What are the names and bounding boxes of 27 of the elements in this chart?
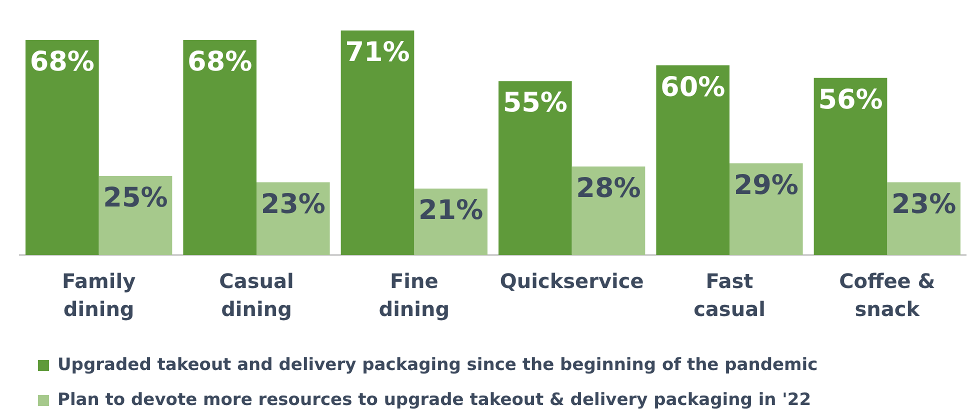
- bar: [814, 78, 888, 255]
- bar: [340, 30, 414, 255]
- legend-label: Plan to devote more resources to upgrade takeout & delivery packaging in '22: [58, 390, 812, 410]
- x-tick-label: Quickservice: [500, 269, 644, 294]
- bar: [498, 81, 572, 255]
- x-tick-label: Coffee & snack: [839, 269, 936, 322]
- bar: [26, 40, 99, 255]
- x-tick-label: Fine dining: [378, 269, 450, 322]
- data-label: 25%: [103, 182, 168, 214]
- data-label: 23%: [260, 188, 326, 220]
- data-label: 71%: [345, 36, 410, 68]
- bar: [656, 65, 730, 255]
- x-tick-label: Family dining: [62, 269, 136, 322]
- data-label: 21%: [418, 195, 484, 226]
- data-label: 23%: [892, 188, 956, 220]
- bar: [183, 40, 256, 255]
- data-label: 56%: [818, 84, 883, 116]
- data-label: 68%: [30, 46, 94, 78]
- x-tick-label: Fast casual: [694, 269, 766, 322]
- data-label: 28%: [576, 172, 641, 204]
- legend-label: Upgraded takeout and delivery packaging since the beginning of the pandemic: [58, 354, 818, 375]
- data-label: 55%: [502, 88, 568, 119]
- data-label: 29%: [734, 170, 798, 201]
- data-label: 60%: [660, 72, 726, 103]
- bar: [730, 163, 803, 255]
- x-tick-label: Casual dining: [219, 269, 294, 322]
- data-label: 68%: [188, 46, 252, 78]
